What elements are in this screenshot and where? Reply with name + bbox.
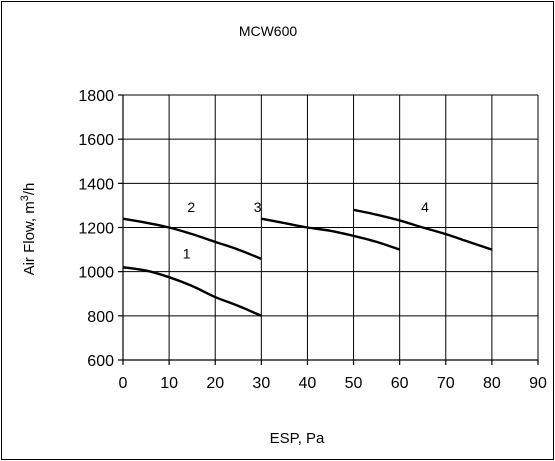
x-tick-label: 50 <box>345 375 363 392</box>
x-tick-label: 70 <box>437 375 455 392</box>
y-tick-label: 1000 <box>78 265 114 282</box>
y-tick-label: 600 <box>87 353 114 370</box>
grid <box>123 94 539 360</box>
x-tick-label: 60 <box>391 375 409 392</box>
series-label-3: 3 <box>254 199 262 215</box>
series-labels: 1 2 3 4 <box>183 199 429 261</box>
series <box>122 208 493 317</box>
x-tick-label: 20 <box>206 375 224 392</box>
y-axis-title-sup: 3 <box>19 195 31 201</box>
series-label-2: 2 <box>187 199 195 215</box>
series-line-3 <box>261 217 401 251</box>
x-tick-label: 40 <box>299 375 317 392</box>
series-line-2 <box>122 217 262 260</box>
chart-title: MCW600 <box>239 23 298 39</box>
series-line-4 <box>353 208 493 251</box>
y-axis-title-main: Air Flow, m <box>21 201 38 275</box>
series-label-4: 4 <box>421 199 429 215</box>
x-tick-label: 90 <box>529 375 547 392</box>
y-tick-label: 1200 <box>78 221 114 238</box>
x-tick-label: 0 <box>119 375 128 392</box>
y-tick-label: 1600 <box>78 132 114 149</box>
y-axis-title: Air Flow, m3/h <box>19 183 38 276</box>
series-label-1: 1 <box>183 245 191 261</box>
tick-labels: 0 10 20 30 40 50 60 70 80 90 600 800 1000 1200 1400 160… <box>78 88 547 392</box>
series-line-1 <box>122 266 262 317</box>
x-tick-label: 30 <box>252 375 270 392</box>
x-tick-label: 10 <box>160 375 178 392</box>
x-axis-title: ESP, Pa <box>270 430 325 447</box>
y-tick-label: 1800 <box>78 88 114 105</box>
axes <box>118 94 539 365</box>
y-tick-label: 800 <box>87 309 114 326</box>
x-tick-label: 80 <box>483 375 501 392</box>
y-tick-label: 1400 <box>78 176 114 193</box>
y-axis-title-tail: /h <box>21 183 38 196</box>
